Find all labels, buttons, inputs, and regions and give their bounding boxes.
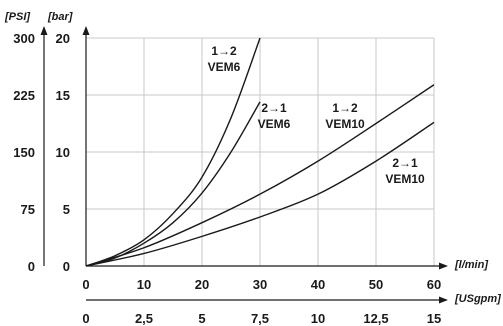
y2-tick-label: 225 bbox=[13, 88, 35, 103]
y2-tick-label: 150 bbox=[13, 145, 35, 160]
y-tick-label: 20 bbox=[56, 31, 70, 46]
x2-axis-arrow bbox=[439, 296, 448, 304]
x-tick-label: 0 bbox=[82, 277, 89, 292]
x2-tick-label: 5 bbox=[198, 311, 205, 326]
x-tick-label: 40 bbox=[311, 277, 325, 292]
y2-tick-label: 0 bbox=[28, 259, 35, 274]
x2-tick-label: 7,5 bbox=[251, 311, 269, 326]
axes bbox=[40, 26, 448, 304]
x-tick-label: 20 bbox=[195, 277, 209, 292]
y-tick-label: 0 bbox=[63, 259, 70, 274]
tick-labels: 0 5 10 15 20 0 75 150 225 300 0 10 20 30 40 50 60 0 2,5 5 7,… bbox=[13, 31, 441, 326]
curve-label: 1→2 VEM10 bbox=[325, 101, 365, 131]
y-tick-label: 15 bbox=[56, 88, 70, 103]
x-axis-arrow bbox=[439, 262, 448, 270]
x2-tick-label: 0 bbox=[82, 311, 89, 326]
y-tick-label: 10 bbox=[56, 145, 70, 160]
y2-tick-label: 300 bbox=[13, 31, 35, 46]
y-tick-label: 5 bbox=[63, 202, 70, 217]
y2-unit-label: [PSI] bbox=[4, 11, 30, 23]
curve-2to1-vem10 bbox=[85, 121, 435, 267]
curve-2to1-vem6 bbox=[85, 101, 261, 267]
x2-tick-label: 15 bbox=[427, 311, 441, 326]
x-tick-label: 30 bbox=[253, 277, 267, 292]
curve-labels: 1→2 VEM6 2→1 VEM6 1→2 VEM10 2→1 VEM10 bbox=[208, 44, 425, 186]
x2-unit-label: [USgpm] bbox=[454, 293, 501, 305]
x-tick-label: 60 bbox=[427, 277, 441, 292]
curve-label: 1→2 VEM6 bbox=[208, 44, 241, 74]
curve-label: 2→1 VEM10 bbox=[385, 156, 425, 186]
y2-tick-label: 75 bbox=[21, 202, 35, 217]
x2-tick-label: 10 bbox=[311, 311, 325, 326]
curve-1to2-vem10 bbox=[85, 84, 435, 267]
y-unit-label: [bar] bbox=[47, 11, 73, 23]
x2-tick-label: 2,5 bbox=[135, 311, 153, 326]
y-axis-arrow bbox=[82, 26, 90, 35]
curve-label: 2→1 VEM6 bbox=[258, 101, 291, 131]
x2-tick-label: 12,5 bbox=[363, 311, 388, 326]
x-unit-label: [l/min] bbox=[454, 259, 488, 271]
x-tick-label: 50 bbox=[369, 277, 383, 292]
x-tick-label: 10 bbox=[137, 277, 151, 292]
curves bbox=[85, 37, 435, 267]
y2-axis-arrow bbox=[40, 26, 48, 35]
curve-1to2-vem6 bbox=[85, 37, 261, 267]
grid bbox=[86, 37, 435, 266]
